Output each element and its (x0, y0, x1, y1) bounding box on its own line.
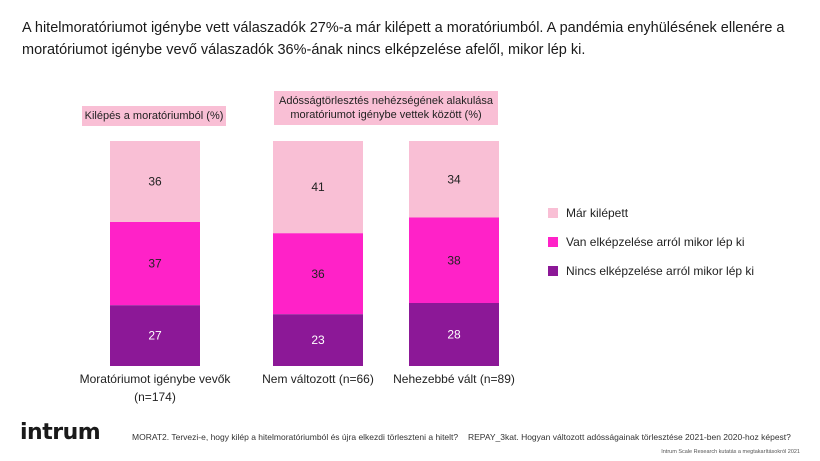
legend-label-exited: Már kilépett (566, 206, 629, 220)
bar-segment-3-3 (409, 303, 499, 366)
source-note: Intrum Scale Research kutatás a megtakar… (661, 449, 800, 455)
category-label-harder: Nehezebbé vált (n=89) (393, 372, 515, 386)
bar-segment-3-1 (409, 141, 499, 218)
legend-item-no-plan: Nincs elképzelése arról mikor lép ki (548, 264, 754, 279)
data-label-3-1: 34 (447, 172, 461, 186)
bar-segment-3-2 (409, 217, 499, 303)
intrum-logo: intrum (20, 420, 101, 445)
legend-item-has-plan: Van elképzelése arról mikor lép ki (548, 235, 754, 250)
bar-segment-1-2 (110, 222, 200, 306)
legend-swatch-no-plan (548, 266, 558, 276)
legend-item-exited: Már kilépett (548, 206, 754, 221)
data-label-2-2: 36 (311, 267, 325, 281)
category-label-all-line2: (n=174) (134, 390, 176, 404)
bar-segment-2-3 (273, 314, 363, 366)
data-label-3-3: 28 (447, 328, 461, 342)
data-label-1-3: 27 (148, 329, 162, 343)
footnote-morat2: MORAT2. Tervezi-e, hogy kilép a hitelmor… (132, 432, 459, 442)
legend: Már kilépett Van elképzelése arról mikor… (548, 206, 754, 293)
data-label-2-3: 23 (311, 333, 325, 347)
legend-swatch-has-plan (548, 237, 558, 247)
group-label-exit: Kilépés a moratóriumból (%) (82, 106, 226, 126)
bar-segment-2-2 (273, 233, 363, 315)
data-label-1-2: 37 (148, 257, 162, 271)
legend-label-has-plan: Van elképzelése arról mikor lép ki (566, 235, 745, 249)
headline: A hitelmoratóriumot igénybe vett válasza… (22, 20, 785, 58)
category-label-unchanged: Nem változott (n=66) (262, 372, 374, 386)
group-label-repayment: Adósságtörlesztés nehézségének alakulása… (274, 91, 498, 125)
legend-swatch-exited (548, 208, 558, 218)
legend-label-no-plan: Nincs elképzelése arról mikor lép ki (566, 264, 755, 278)
data-label-2-1: 41 (311, 180, 325, 194)
bar-segment-1-1 (110, 141, 200, 222)
bar-segment-2-1 (273, 141, 363, 234)
footnote-repay: REPAY_3kat. Hogyan változott adósságaina… (468, 432, 791, 442)
bar-segment-1-3 (110, 305, 200, 366)
data-label-3-2: 38 (447, 253, 461, 267)
category-label-all-line1: Moratóriumot igénybe vevők (79, 372, 231, 386)
data-label-1-1: 36 (148, 175, 162, 189)
